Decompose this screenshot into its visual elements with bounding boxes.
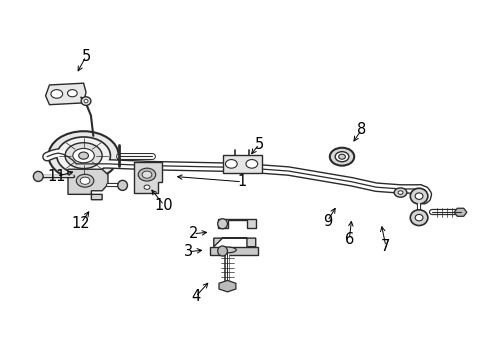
Ellipse shape	[76, 174, 94, 187]
Text: 2: 2	[188, 226, 198, 241]
Ellipse shape	[334, 152, 348, 162]
Text: 1: 1	[237, 174, 246, 189]
Ellipse shape	[338, 154, 345, 159]
Text: 4: 4	[191, 289, 200, 304]
Ellipse shape	[81, 97, 91, 105]
Ellipse shape	[329, 148, 353, 166]
Ellipse shape	[138, 168, 156, 181]
Polygon shape	[217, 220, 255, 228]
Ellipse shape	[67, 90, 77, 97]
Text: 3: 3	[183, 244, 193, 259]
Ellipse shape	[225, 159, 237, 168]
Ellipse shape	[397, 191, 402, 194]
Text: 12: 12	[72, 216, 90, 230]
Ellipse shape	[217, 219, 227, 229]
Ellipse shape	[57, 137, 110, 174]
Ellipse shape	[48, 131, 119, 180]
Ellipse shape	[142, 171, 152, 178]
Polygon shape	[219, 280, 235, 292]
Ellipse shape	[393, 188, 406, 197]
Text: 5: 5	[81, 49, 90, 64]
Polygon shape	[213, 238, 255, 247]
Polygon shape	[45, 83, 86, 105]
Ellipse shape	[144, 185, 150, 189]
Ellipse shape	[84, 99, 88, 103]
Polygon shape	[134, 162, 161, 193]
Ellipse shape	[409, 188, 427, 204]
Text: 5: 5	[254, 137, 263, 152]
Ellipse shape	[414, 193, 422, 199]
Text: 6: 6	[344, 232, 353, 247]
Ellipse shape	[118, 180, 127, 190]
Ellipse shape	[80, 177, 90, 184]
Ellipse shape	[65, 143, 102, 168]
Ellipse shape	[218, 247, 236, 253]
Ellipse shape	[51, 90, 62, 98]
Text: 10: 10	[154, 198, 173, 213]
Polygon shape	[222, 155, 261, 173]
Polygon shape	[210, 247, 257, 255]
Polygon shape	[68, 169, 108, 200]
Ellipse shape	[414, 215, 422, 221]
Text: 7: 7	[381, 239, 390, 254]
Ellipse shape	[79, 152, 88, 159]
Polygon shape	[453, 208, 466, 216]
Ellipse shape	[33, 171, 43, 181]
Ellipse shape	[409, 210, 427, 226]
Ellipse shape	[73, 148, 94, 163]
Text: 11: 11	[47, 169, 66, 184]
Ellipse shape	[217, 246, 227, 256]
Text: 9: 9	[322, 214, 331, 229]
Text: 8: 8	[356, 122, 366, 137]
Ellipse shape	[245, 159, 257, 168]
